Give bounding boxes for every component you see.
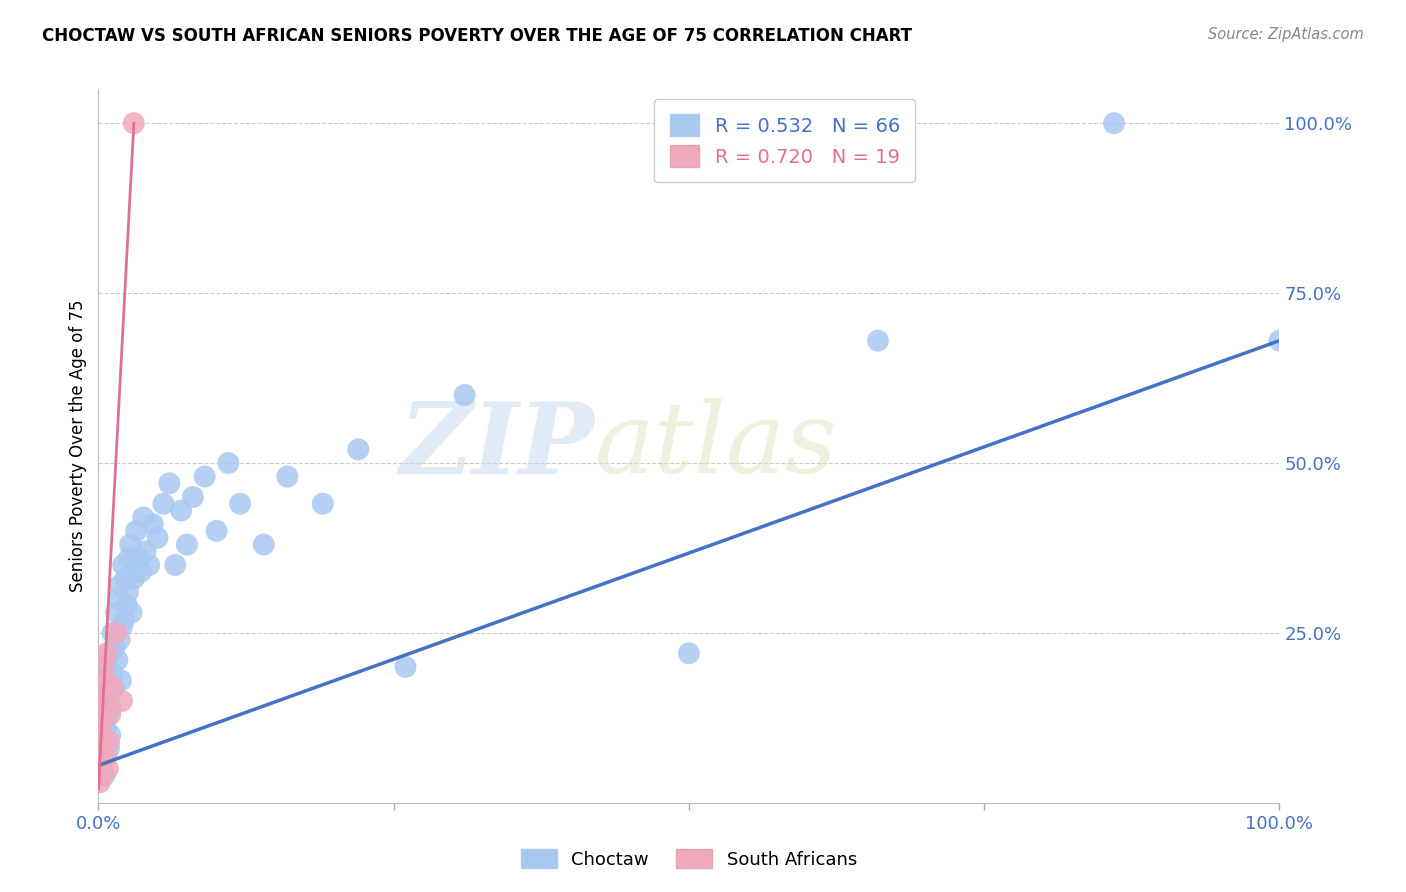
Point xyxy=(89,728,111,742)
Point xyxy=(165,558,187,572)
Text: CHOCTAW VS SOUTH AFRICAN SENIORS POVERTY OVER THE AGE OF 75 CORRELATION CHART: CHOCTAW VS SOUTH AFRICAN SENIORS POVERTY… xyxy=(42,27,912,45)
Point xyxy=(194,469,217,483)
Point xyxy=(108,578,131,592)
Point xyxy=(118,551,141,566)
Point xyxy=(205,524,228,538)
Point xyxy=(217,456,239,470)
Point xyxy=(98,707,121,722)
Y-axis label: Seniors Poverty Over the Age of 75: Seniors Poverty Over the Age of 75 xyxy=(69,300,87,592)
Point xyxy=(138,558,160,572)
Point xyxy=(94,721,117,735)
Point xyxy=(108,632,131,647)
Point xyxy=(111,619,134,633)
Point xyxy=(91,700,114,714)
Point xyxy=(101,680,124,694)
Point xyxy=(122,116,145,130)
Point xyxy=(170,503,193,517)
Point xyxy=(121,606,143,620)
Point xyxy=(110,673,132,688)
Point xyxy=(96,646,118,660)
Point xyxy=(394,660,416,674)
Point xyxy=(93,694,115,708)
Point xyxy=(91,714,114,729)
Point xyxy=(181,490,204,504)
Point xyxy=(96,748,118,763)
Point xyxy=(98,741,121,756)
Point xyxy=(91,660,114,674)
Point xyxy=(96,673,118,688)
Point xyxy=(94,673,117,688)
Point xyxy=(90,687,112,701)
Point xyxy=(91,734,114,748)
Point xyxy=(91,755,114,769)
Point xyxy=(105,653,128,667)
Text: ZIP: ZIP xyxy=(399,398,595,494)
Point xyxy=(89,755,111,769)
Point xyxy=(105,606,128,620)
Point xyxy=(142,517,165,532)
Point xyxy=(98,728,121,742)
Point xyxy=(347,442,370,457)
Point xyxy=(98,687,121,701)
Point xyxy=(229,497,252,511)
Point xyxy=(122,572,145,586)
Point xyxy=(97,660,120,674)
Point xyxy=(1102,116,1125,130)
Point xyxy=(100,700,122,714)
Point xyxy=(125,524,148,538)
Point xyxy=(146,531,169,545)
Point xyxy=(97,707,120,722)
Point xyxy=(90,741,112,756)
Point xyxy=(93,769,115,783)
Point xyxy=(93,748,115,763)
Point xyxy=(276,469,298,483)
Point xyxy=(157,476,180,491)
Point xyxy=(91,769,114,783)
Point xyxy=(91,728,114,742)
Point xyxy=(101,666,124,681)
Point xyxy=(112,612,135,626)
Point xyxy=(97,762,120,776)
Point xyxy=(114,572,136,586)
Point xyxy=(89,775,111,789)
Point xyxy=(89,714,111,729)
Point xyxy=(120,537,142,551)
Point xyxy=(104,640,127,654)
Point xyxy=(101,626,124,640)
Point xyxy=(132,510,155,524)
Point xyxy=(107,591,129,606)
Point xyxy=(117,585,139,599)
Point xyxy=(105,626,128,640)
Point xyxy=(115,599,138,613)
Text: atlas: atlas xyxy=(595,399,837,493)
Point xyxy=(111,694,134,708)
Point xyxy=(89,762,111,776)
Legend: Choctaw, South Africans: Choctaw, South Africans xyxy=(513,841,865,876)
Point xyxy=(129,565,152,579)
Point xyxy=(678,646,700,660)
Point xyxy=(128,551,150,566)
Point xyxy=(152,497,174,511)
Point xyxy=(453,388,475,402)
Point xyxy=(90,741,112,756)
Point xyxy=(135,544,157,558)
Point xyxy=(312,497,335,511)
Point xyxy=(98,734,121,748)
Text: Source: ZipAtlas.com: Source: ZipAtlas.com xyxy=(1208,27,1364,42)
Point xyxy=(112,558,135,572)
Point xyxy=(176,537,198,551)
Point xyxy=(253,537,276,551)
Point xyxy=(866,334,889,348)
Point xyxy=(1268,334,1291,348)
Point xyxy=(103,680,125,694)
Point xyxy=(98,646,121,660)
